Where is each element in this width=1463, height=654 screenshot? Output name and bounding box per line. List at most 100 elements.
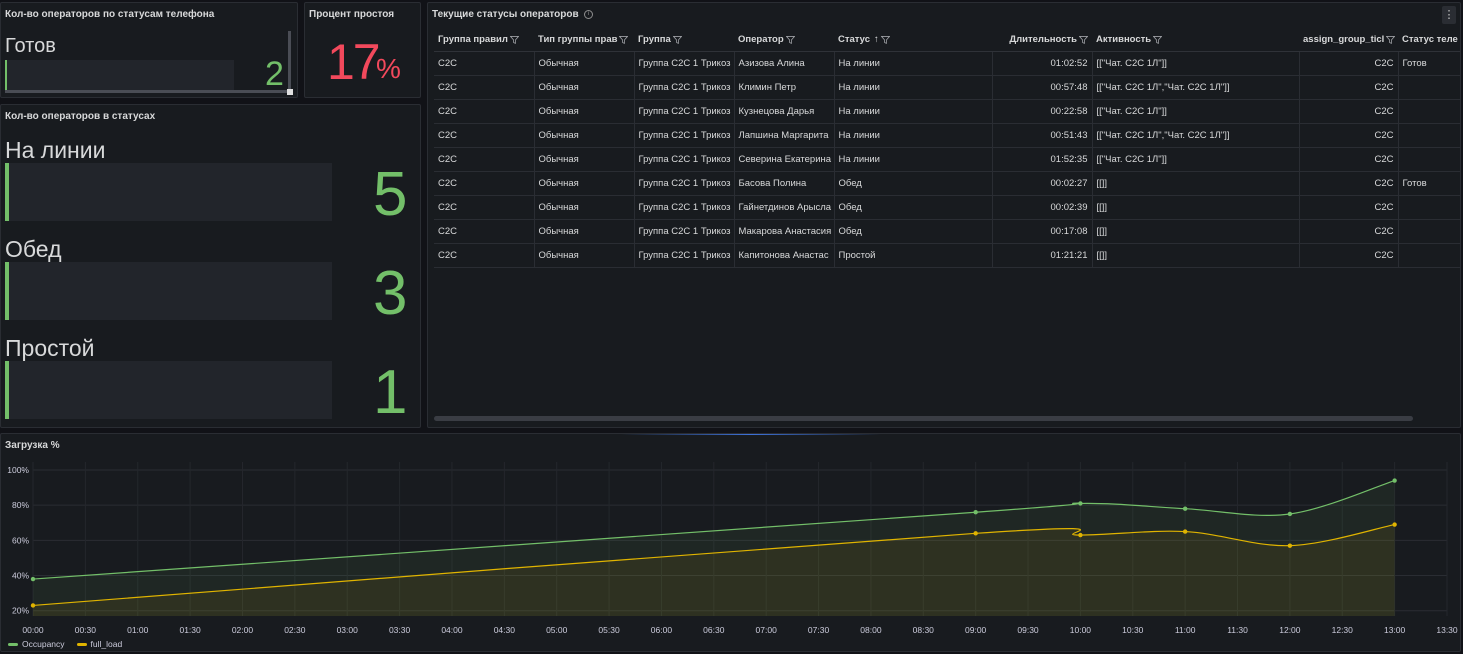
x-tick-label: 08:30 (913, 625, 935, 635)
column-header[interactable]: Длительность (992, 29, 1092, 52)
sort-ascending-icon[interactable]: ↑ (874, 34, 879, 46)
column-header[interactable]: assign_group_ticl (1299, 29, 1398, 52)
table-cell: На линии (834, 147, 993, 172)
idle-percent-panel: Процент простоя 17 % (304, 2, 421, 98)
column-header[interactable]: Статус ↑ (834, 29, 992, 52)
status-row-bar (5, 262, 332, 320)
table-cell: Группа С2С 1 Трикоз (634, 195, 735, 220)
table-cell: С2С (434, 123, 535, 148)
panel-menu-icon[interactable]: ⋮ (1442, 6, 1456, 24)
data-point-Occupancy (1182, 506, 1188, 511)
table-body: С2С Обычная Группа С2С 1 Трикоз Азизова Али… (434, 51, 1460, 268)
info-icon[interactable]: i (584, 10, 593, 19)
series-line-Occupancy (32, 479, 1395, 580)
status-row: Простой 1 (1, 335, 420, 427)
table-cell: С2С (1299, 147, 1399, 172)
filter-icon[interactable] (784, 34, 795, 45)
filter-icon[interactable] (1458, 34, 1460, 45)
table-cell: [["Чат. С2С 1Л"]] (1092, 147, 1300, 172)
filter-icon[interactable] (879, 34, 890, 45)
table-cell: Обычная (534, 195, 635, 220)
series-area-Occupancy (33, 480, 1395, 616)
status-row-label: Простой (5, 335, 95, 361)
table-cell: Климин Петр (734, 75, 835, 100)
table-cell: С2С (1299, 171, 1399, 196)
table-cell: С2С (434, 171, 535, 196)
chart-legend: Occupancy full_load (8, 639, 122, 649)
x-tick-label: 01:00 (127, 625, 149, 635)
y-tick-label: 100% (7, 465, 29, 475)
table-cell: На линии (834, 75, 993, 100)
x-tick-label: 07:00 (756, 625, 778, 635)
table-cell (1398, 147, 1460, 172)
y-tick-label: 40% (12, 571, 29, 581)
column-header-label: Группа (638, 34, 671, 46)
x-tick-label: 11:00 (1175, 625, 1196, 635)
filter-icon[interactable] (508, 34, 519, 45)
x-tick-label: 02:00 (232, 625, 254, 635)
x-tick-label: 09:00 (965, 625, 987, 635)
status-row-value: 1 (373, 358, 408, 427)
data-point-full_load (30, 603, 36, 608)
table-cell: Кузнецова Дарья (734, 99, 835, 124)
table-cell: Обед (834, 195, 993, 220)
table-cell: [[]] (1092, 195, 1300, 220)
table-row[interactable]: С2С Обычная Группа С2С 1 Трикоз Кузнецова Д… (434, 99, 1460, 124)
table-cell: С2С (1299, 123, 1399, 148)
filter-icon[interactable] (671, 34, 682, 45)
column-header[interactable]: Группа правил (434, 29, 534, 52)
vertical-scrollbar[interactable] (288, 31, 291, 91)
table-cell: На линии (834, 99, 993, 124)
table-cell: [["Чат. С2С 1Л"]] (1092, 99, 1300, 124)
filter-icon[interactable] (617, 34, 629, 45)
table-row[interactable]: С2С Обычная Группа С2С 1 Трикоз Гайнетдинов… (434, 195, 1460, 220)
table-row[interactable]: С2С Обычная Группа С2С 1 Трикоз Басова Поли… (434, 171, 1460, 196)
status-row-value: 5 (373, 160, 408, 229)
x-tick-label: 04:30 (494, 625, 516, 635)
legend-swatch (76, 643, 87, 647)
column-header[interactable]: Оператор (734, 29, 834, 52)
table-cell: Группа С2С 1 Трикоз (634, 75, 735, 100)
filter-icon[interactable] (1151, 34, 1163, 45)
table-row[interactable]: С2С Обычная Группа С2С 1 Трикоз Северина Ек… (434, 147, 1460, 172)
status-row-bar (5, 163, 332, 221)
table-cell: Обед (834, 219, 993, 244)
column-header[interactable]: Тип группы прав (534, 29, 634, 52)
table-cell: С2С (434, 243, 535, 268)
table-horizontal-scrollbar[interactable] (434, 416, 1413, 421)
table-row[interactable]: С2С Обычная Группа С2С 1 Трикоз Климин Петр… (434, 75, 1460, 100)
table-row[interactable]: С2С Обычная Группа С2С 1 Трикоз Лапшина Мар… (434, 123, 1460, 148)
column-header[interactable]: Статус теле (1398, 29, 1460, 52)
table-cell: Группа С2С 1 Трикоз (634, 219, 735, 244)
horizontal-scrollbar[interactable] (5, 90, 287, 93)
column-header-label: Активность (1096, 34, 1152, 46)
filter-icon[interactable] (1384, 34, 1396, 45)
panel-title: Процент простоя (309, 9, 395, 20)
panel-title: Загрузка % (5, 440, 60, 451)
status-row: Обед 3 (1, 236, 420, 331)
column-header[interactable]: Активность (1092, 29, 1299, 52)
legend-item[interactable]: full_load (76, 639, 122, 649)
table-cell: На линии (834, 123, 993, 148)
y-tick-label: 60% (12, 535, 29, 545)
data-point-Occupancy (1392, 478, 1397, 483)
column-header-label: Оператор (738, 34, 784, 46)
x-tick-label: 13:00 (1384, 625, 1406, 635)
data-point-full_load (1392, 522, 1397, 527)
table-row[interactable]: С2С Обычная Группа С2С 1 Трикоз Азизова Али… (434, 51, 1460, 76)
table-cell (1398, 219, 1460, 244)
table-cell: Обычная (534, 99, 635, 124)
x-tick-label: 00:30 (75, 625, 97, 635)
series-line-full_load (32, 523, 1395, 607)
table-cell: Обычная (534, 123, 635, 148)
table-row[interactable]: С2С Обычная Группа С2С 1 Трикоз Капитонова … (434, 243, 1460, 268)
column-header[interactable]: Группа (634, 29, 734, 52)
table-cell: С2С (434, 99, 535, 124)
x-tick-label: 00:00 (22, 625, 44, 635)
table-cell (1398, 123, 1460, 148)
legend-swatch (8, 643, 18, 647)
legend-item[interactable]: Occupancy (8, 639, 65, 649)
table-row[interactable]: С2С Обычная Группа С2С 1 Трикоз Макарова Ан… (434, 219, 1460, 244)
resize-handle[interactable] (287, 89, 293, 95)
filter-icon[interactable] (1077, 34, 1088, 45)
